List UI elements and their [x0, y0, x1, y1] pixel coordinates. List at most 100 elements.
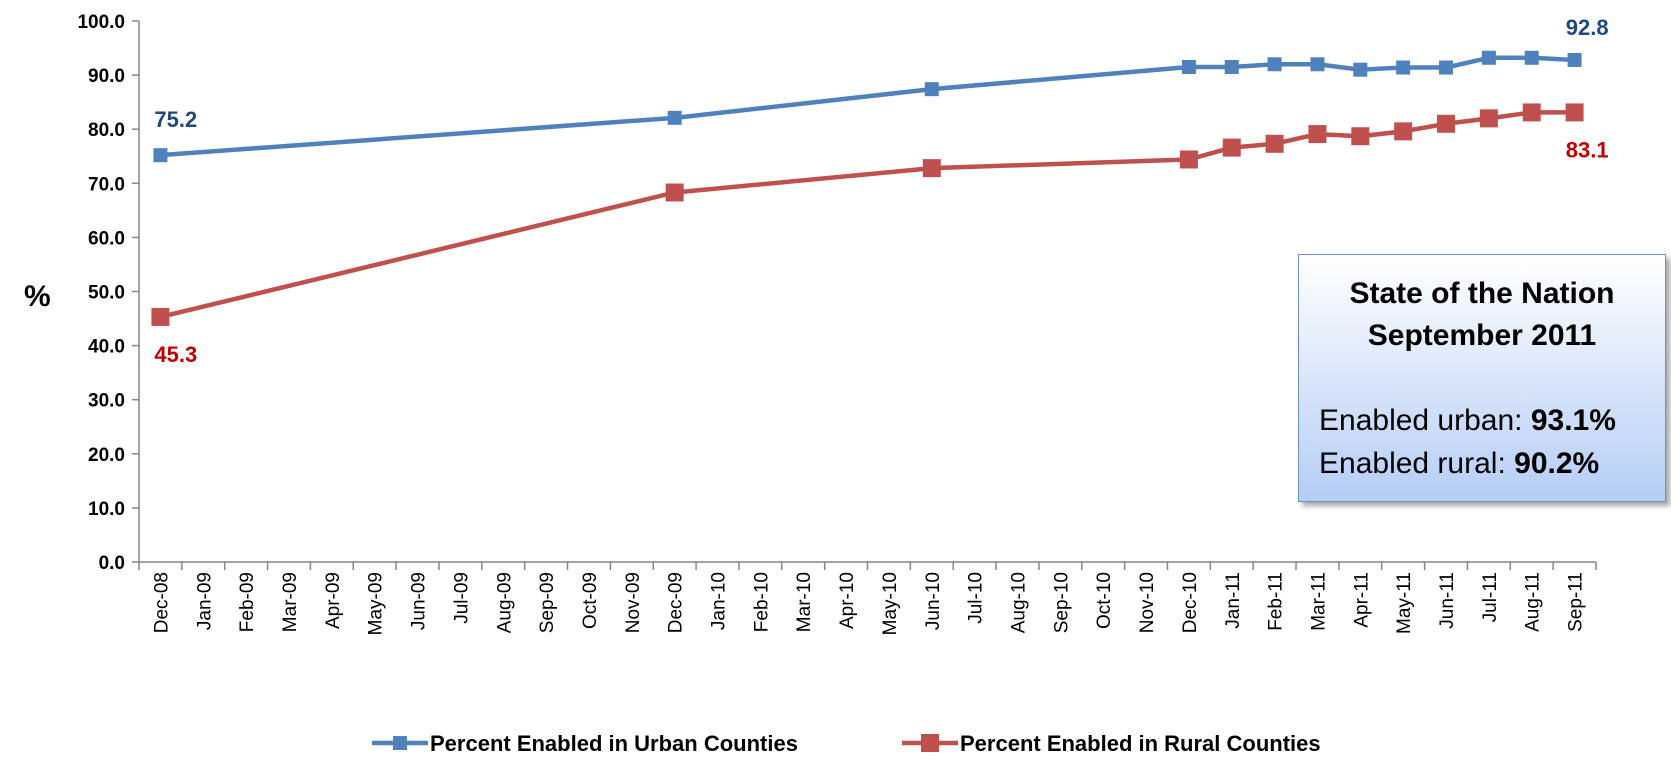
callout-title: State of the Nation September 2011 [1299, 273, 1665, 357]
urban-stat-value: 93.1% [1530, 404, 1616, 437]
data-point [665, 183, 684, 202]
y-tick-label: 70.0 [88, 174, 125, 195]
x-axis-ticks: Dec-08 Jan-09 Feb-09 Mar-09 Apr-09 May-09 Jun-… [138, 562, 1597, 635]
legend-label: Percent Enabled in Rural Counties [960, 731, 1321, 756]
data-point [1522, 103, 1541, 122]
data-point [1567, 52, 1582, 67]
x-tick-label: Aug-10 [1008, 572, 1029, 633]
legend-item-rural: Percent Enabled in Rural Counties [902, 731, 1321, 756]
x-tick-label: Sep-09 [537, 572, 558, 633]
x-tick-label: Mar-09 [280, 572, 301, 632]
x-tick-label: Dec-10 [1180, 572, 1201, 633]
data-point [1439, 60, 1454, 75]
x-tick-label: Apr-10 [837, 572, 858, 629]
data-label: 92.8 [1566, 15, 1609, 40]
rural-stat: Enabled rural: 90.2% [1319, 442, 1665, 485]
y-axis-ticks: 0.0 10.0 20.0 30.0 40.0 50.0 60.0 70.0 80.0 90.0 1… [77, 12, 139, 574]
x-tick-label: Mar-10 [794, 572, 815, 632]
callout-title-line2: September 2011 [1367, 319, 1597, 352]
y-tick-label: 40.0 [88, 337, 125, 358]
data-point [1265, 134, 1284, 153]
data-point [1308, 125, 1327, 144]
data-point [1181, 59, 1196, 74]
y-tick-label: 90.0 [88, 66, 125, 87]
series-rural [151, 103, 1584, 326]
data-point [1267, 57, 1282, 72]
x-tick-label: Nov-10 [1137, 572, 1158, 633]
legend-swatch-marker [921, 734, 939, 752]
data-point [1396, 60, 1411, 75]
urban-stat: Enabled urban: 93.1% [1319, 399, 1665, 442]
data-point [1437, 114, 1456, 133]
x-tick-label: Feb-10 [751, 572, 772, 632]
x-tick-label: Mar-11 [1308, 572, 1329, 631]
data-point [1351, 127, 1370, 146]
legend-label: Percent Enabled in Urban Counties [430, 731, 798, 756]
series-group [151, 50, 1584, 326]
y-tick-label: 20.0 [88, 445, 125, 466]
data-point [924, 82, 939, 97]
x-tick-label: Oct-09 [580, 572, 601, 629]
x-tick-label: Jan-11 [1223, 572, 1244, 629]
data-point [153, 148, 168, 163]
data-point [667, 110, 682, 125]
y-tick-label: 100.0 [77, 12, 125, 33]
x-tick-label: Jan-10 [709, 572, 730, 630]
x-tick-label: May-09 [366, 572, 387, 635]
x-tick-label: Jul-11 [1480, 572, 1501, 622]
x-tick-label: Oct-10 [1094, 572, 1115, 629]
x-tick-label: Jul-09 [451, 572, 472, 624]
x-tick-label: Sep-10 [1051, 572, 1072, 633]
data-point [1224, 59, 1239, 74]
y-tick-label: 60.0 [88, 228, 125, 249]
data-label: 45.3 [154, 342, 197, 367]
y-tick-label: 0.0 [99, 553, 125, 574]
y-tick-label: 50.0 [88, 283, 125, 304]
y-axis-label: % [24, 280, 51, 313]
x-tick-label: Aug-09 [494, 572, 515, 633]
x-tick-label: Jun-11 [1437, 572, 1458, 629]
y-tick-label: 30.0 [88, 391, 125, 412]
legend-swatch-marker [393, 736, 407, 750]
x-tick-label: Feb-11 [1266, 572, 1287, 631]
data-point [1524, 50, 1539, 65]
data-label: 75.2 [154, 107, 197, 132]
callout-title-line1: State of the Nation [1349, 277, 1615, 310]
x-tick-label: Nov-09 [623, 572, 644, 633]
x-tick-label: Jun-10 [923, 572, 944, 630]
data-point [151, 307, 170, 326]
x-tick-label: May-11 [1394, 572, 1415, 634]
data-point [922, 159, 941, 178]
legend-item-urban: Percent Enabled in Urban Counties [372, 731, 798, 756]
y-tick-label: 10.0 [88, 499, 125, 520]
data-label: 83.1 [1566, 137, 1609, 162]
legend: Percent Enabled in Urban Counties Percent… [372, 731, 1321, 756]
rural-stat-value: 90.2% [1514, 447, 1600, 480]
rural-stat-label: Enabled rural: [1319, 447, 1506, 480]
x-tick-label: Feb-09 [237, 572, 258, 632]
data-point [1353, 62, 1368, 77]
data-point [1565, 103, 1584, 122]
x-tick-label: May-10 [880, 572, 901, 635]
x-tick-label: Sep-11 [1566, 572, 1587, 632]
data-point [1310, 57, 1325, 72]
urban-stat-label: Enabled urban: [1319, 404, 1523, 437]
x-tick-label: Jun-09 [409, 572, 430, 630]
x-tick-label: Aug-11 [1523, 572, 1544, 632]
data-point [1481, 50, 1496, 65]
data-point [1394, 122, 1413, 141]
x-tick-label: Dec-08 [151, 572, 172, 633]
data-labels: 75.2 45.3 92.8 83.1 [154, 15, 1608, 367]
x-tick-label: Dec-09 [666, 572, 687, 633]
x-tick-label: Apr-11 [1351, 572, 1372, 628]
callout-stats: Enabled urban: 93.1% Enabled rural: 90.2… [1299, 399, 1665, 485]
series-urban [153, 50, 1582, 163]
data-point [1222, 138, 1241, 157]
data-point [1479, 109, 1498, 128]
y-tick-label: 80.0 [88, 120, 125, 141]
data-point [1179, 150, 1198, 169]
summary-callout: State of the Nation September 2011 Enabl… [1298, 254, 1666, 502]
x-tick-label: Jul-10 [966, 572, 987, 624]
x-tick-label: Apr-09 [323, 572, 344, 629]
